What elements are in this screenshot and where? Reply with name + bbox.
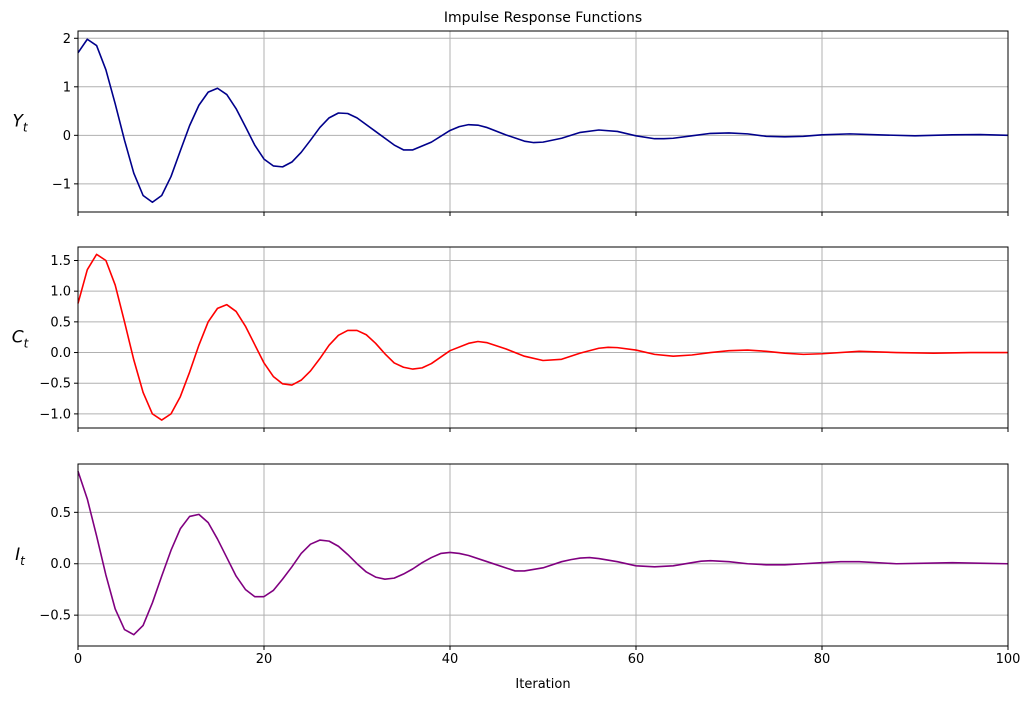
y-tick-label: 0.0	[50, 557, 71, 572]
x-tick-label: 40	[442, 652, 459, 667]
panel-1: 2 1 0 −1 Yt	[12, 30, 1009, 216]
y-tick-label: 1	[63, 80, 71, 95]
panel-2: 1.5 1.0 0.5 0.0 −0.5 −1.0 Ct	[12, 246, 1009, 432]
x-tick-label: 0	[74, 652, 82, 667]
y-axis-label: Yt	[12, 112, 28, 135]
y-tick-label: 1.5	[50, 254, 71, 269]
series-line	[77, 470, 1009, 636]
y-tick-label: −0.5	[39, 609, 71, 624]
y-tick-label: 0	[63, 129, 71, 144]
plot-frame	[77, 30, 1009, 213]
y-tick-label: −0.5	[39, 377, 71, 392]
x-tick-label: 80	[814, 652, 831, 667]
panel-3: 0 20 40 60 80 100 0.5 0.0 −0.5 It	[15, 463, 1021, 667]
x-tick-label: 20	[256, 652, 273, 667]
y-tick-label: 0.5	[50, 506, 71, 521]
plot-frame	[77, 246, 1009, 429]
series-line	[77, 38, 1009, 204]
chart-title: Impulse Response Functions	[444, 10, 642, 26]
y-tick-label: 0.5	[50, 315, 71, 330]
y-axis-label: Ct	[12, 328, 30, 351]
y-axis-label: It	[15, 545, 26, 568]
x-axis-label: Iteration	[515, 677, 570, 692]
y-tick-label: 0.0	[50, 346, 71, 361]
y-tick-label: −1	[52, 177, 71, 192]
plot-frame	[77, 463, 1009, 647]
y-tick-label: −1.0	[39, 407, 71, 422]
y-tick-label: 1.0	[50, 285, 71, 300]
x-tick-label: 100	[996, 652, 1021, 667]
y-tick-label: 2	[63, 32, 71, 47]
series-line	[77, 253, 1008, 421]
x-tick-label: 60	[628, 652, 645, 667]
